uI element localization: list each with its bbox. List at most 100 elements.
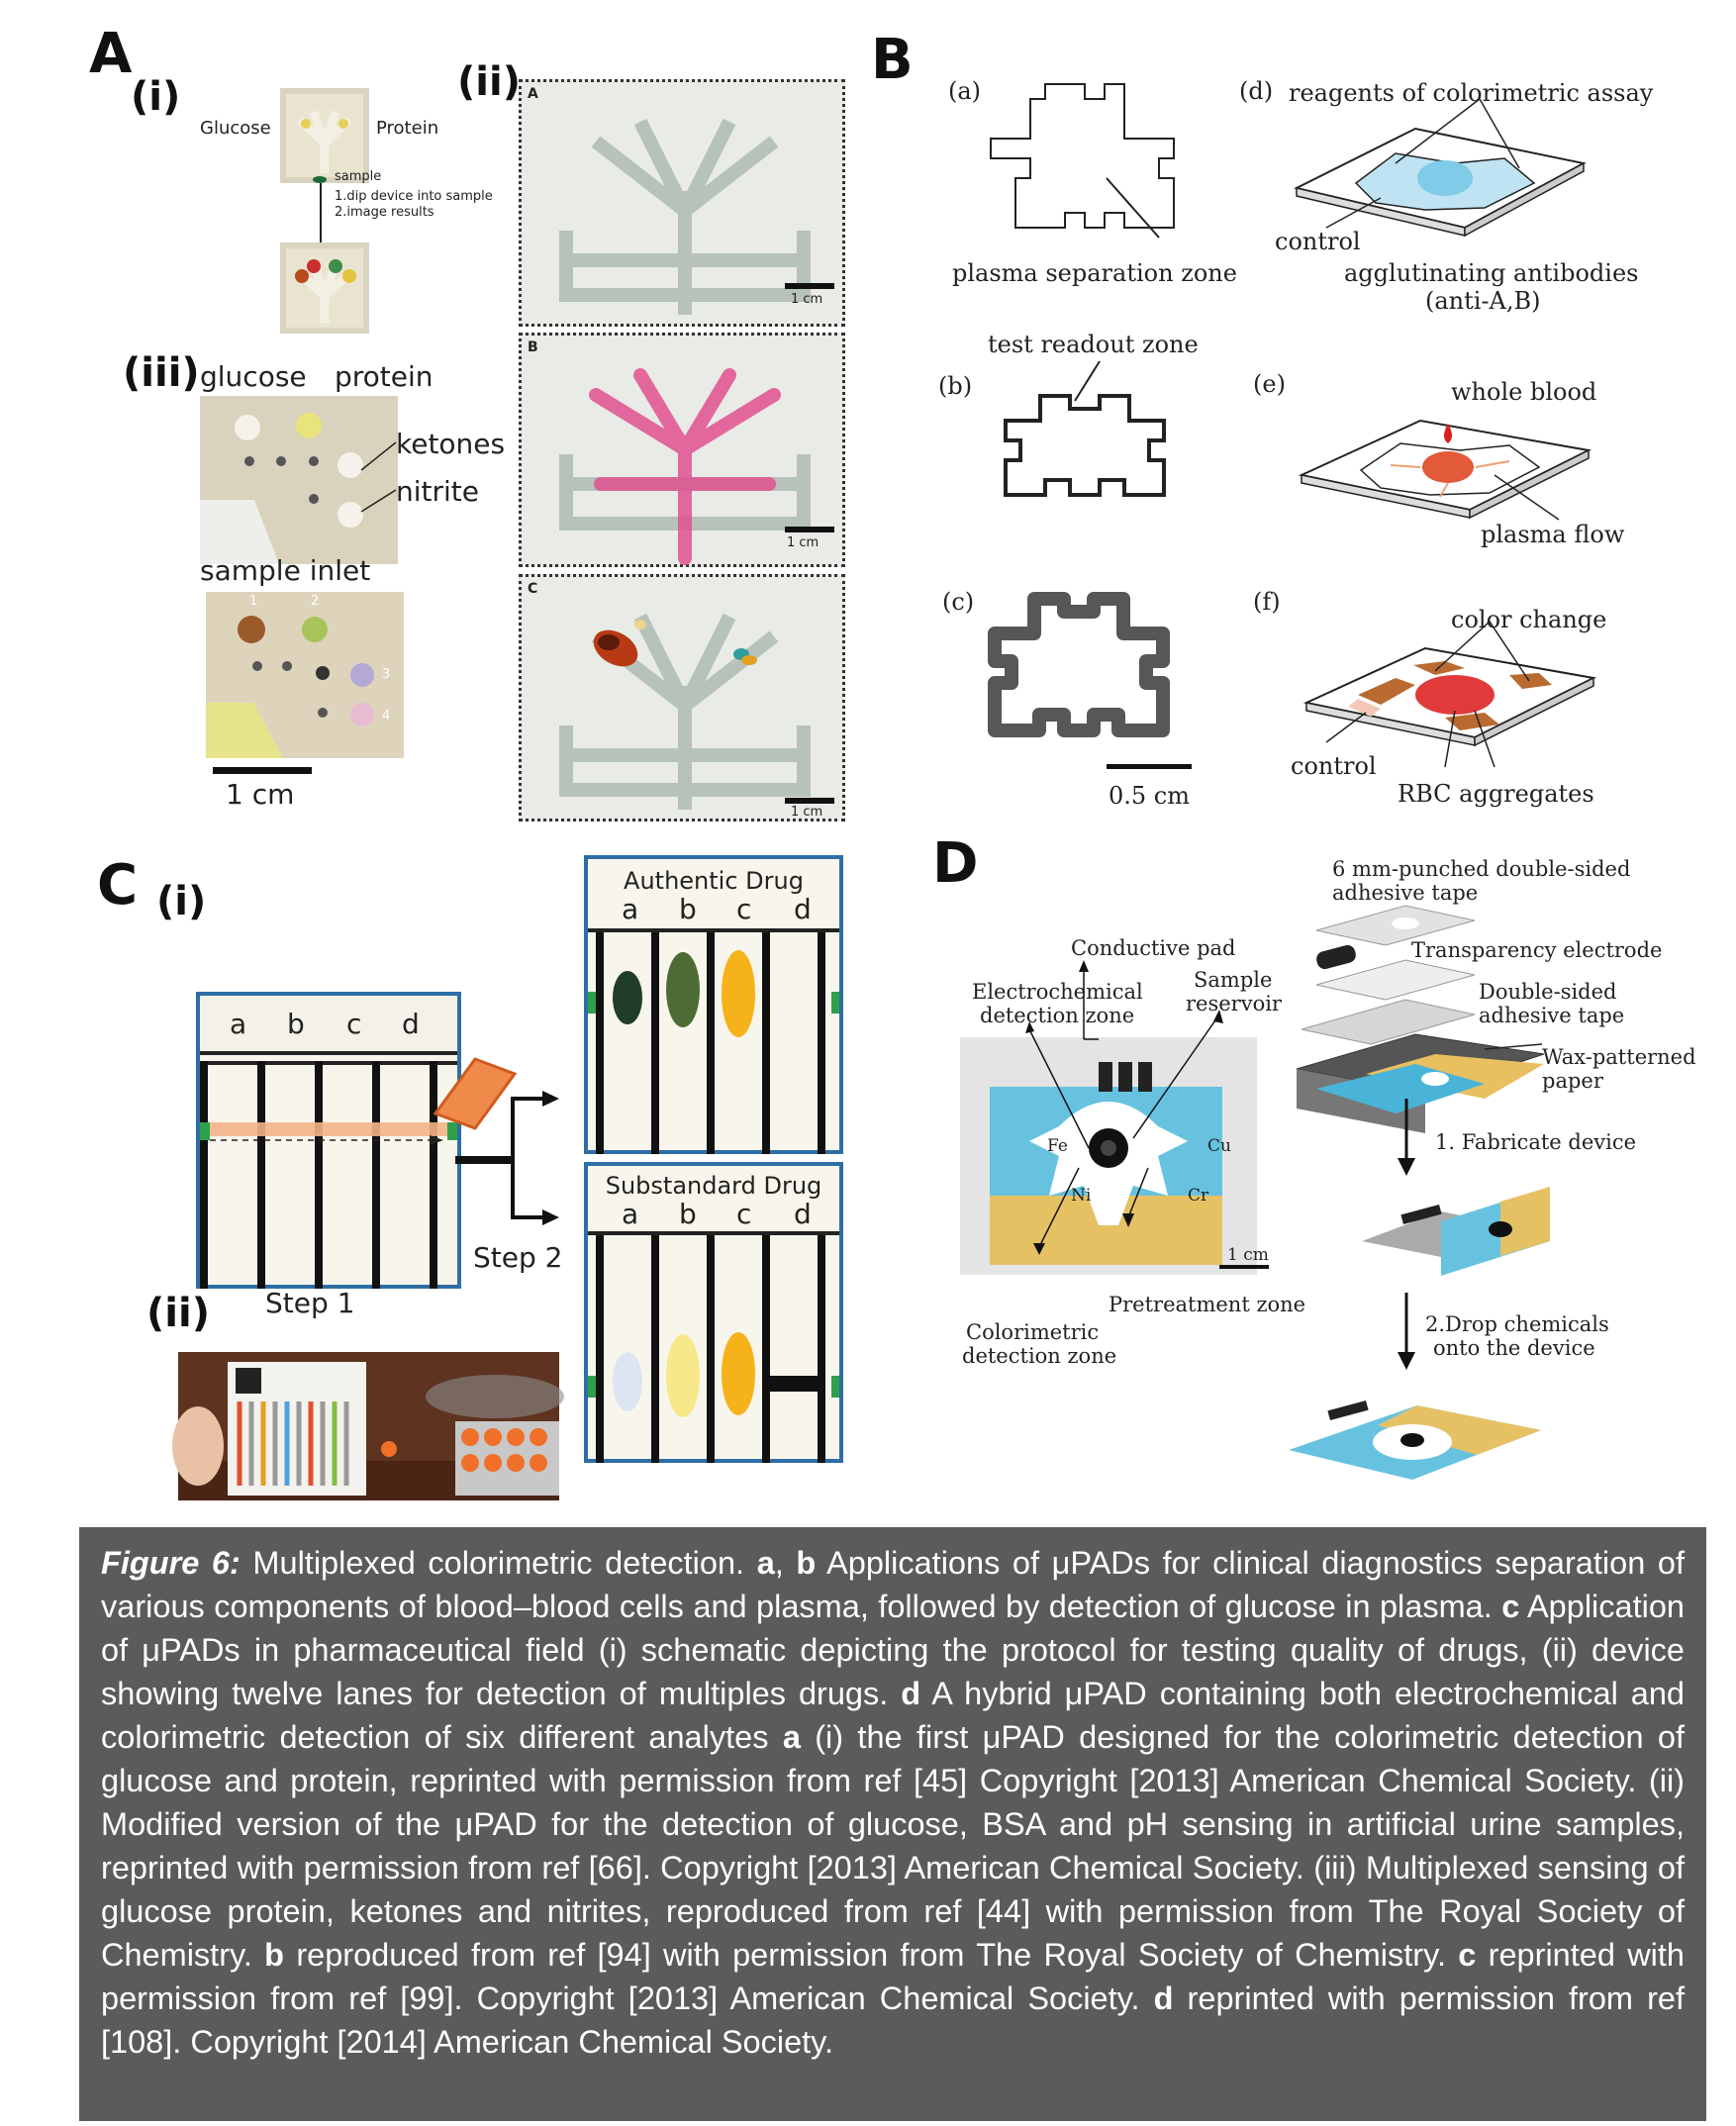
channel-pattern-b xyxy=(559,368,811,565)
fabricate-label: 1. Fabricate device xyxy=(1435,1130,1637,1154)
d-scale-bar xyxy=(1219,1265,1269,1269)
b-e-label: (e) xyxy=(1253,370,1286,398)
b-a-label: (a) xyxy=(948,77,982,105)
caption-comma: , xyxy=(774,1545,797,1581)
scale-label-b: 1 cm xyxy=(787,535,820,550)
device-before-pattern xyxy=(296,110,353,173)
panel-b-letter: B xyxy=(871,28,914,92)
step1-label: Step 1 xyxy=(265,1287,355,1319)
scale-label-b: 0.5 cm xyxy=(1109,782,1190,810)
panel-a-ii-c: C 1 cm xyxy=(519,574,845,821)
substandard-lane-c: c xyxy=(736,1198,752,1230)
b-d-device-diagram xyxy=(1294,98,1587,238)
punched-tape-label-2: adhesive tape xyxy=(1332,881,1479,905)
colorimetric-zone-label: Colorimetric xyxy=(966,1320,1100,1344)
drop-chemicals-label: 2.Drop chemicals xyxy=(1425,1312,1609,1336)
glucose-label: Glucose xyxy=(200,118,271,139)
b-f-label: (f) xyxy=(1253,588,1281,616)
d-scale-label: 1 cm xyxy=(1227,1245,1269,1265)
spot-1-label: 1 xyxy=(249,594,258,609)
channel-pattern-c xyxy=(559,613,811,810)
photo-iii-after: 1 2 3 4 xyxy=(206,592,404,758)
b-e-device-diagram xyxy=(1298,419,1592,521)
fe-label: Fe xyxy=(1047,1136,1068,1156)
d-device-photo: Fe Cu Ni Cr 1 cm xyxy=(960,1037,1269,1275)
step1-lane-a: a xyxy=(230,1008,247,1040)
caption-ref-b: b xyxy=(796,1545,817,1581)
b-f-device-diagram xyxy=(1302,621,1597,768)
step2-label: Step 2 xyxy=(473,1241,563,1274)
caption-ref-a2: a xyxy=(782,1719,801,1755)
caption-ref-c: c xyxy=(1501,1589,1520,1624)
step1-card: a b c d xyxy=(196,992,461,1289)
sample-reservoir-label-2: reservoir xyxy=(1186,992,1282,1015)
scale-label-a: 1 cm xyxy=(791,292,823,307)
caption-text-7: reprinted with permission from ref [99].… xyxy=(101,1937,1685,2016)
b-c-label: (c) xyxy=(942,588,975,616)
step1-lanes xyxy=(200,1061,457,1289)
step1-lane-b: b xyxy=(287,1008,305,1040)
scale-label-iii: 1 cm xyxy=(226,778,295,811)
panel-a-ii-tag: (ii) xyxy=(457,59,521,105)
device-after xyxy=(280,242,369,334)
step2-label: 2.image results xyxy=(335,205,434,220)
electrochemical-label-2: detection zone xyxy=(980,1004,1135,1027)
b-b-cross-outline xyxy=(1004,360,1166,497)
plasma-separation-label: plasma separation zone xyxy=(952,259,1237,287)
sample-dot xyxy=(313,176,327,183)
step1-header-rule xyxy=(200,1061,457,1065)
c-ii-photo xyxy=(172,1352,564,1500)
authentic-drug-title: Authentic Drug xyxy=(624,867,804,895)
figure-caption: Figure 6: Multiplexed colorimetric detec… xyxy=(101,1541,1685,2064)
b-c-photo-cross xyxy=(988,592,1170,737)
c-ii-photo-content xyxy=(172,1352,564,1500)
panel-c-ii-tag: (ii) xyxy=(146,1291,210,1336)
authentic-lane-d: d xyxy=(794,893,812,925)
photo-iii-after-spots xyxy=(206,616,374,758)
double-sided-label-2: adhesive tape xyxy=(1479,1004,1625,1027)
iii-glucose-label: glucose xyxy=(200,360,307,393)
panel-a-i-figure: Glucose Protein sample 1.dip device into… xyxy=(148,84,493,334)
substandard-rule xyxy=(588,1231,839,1235)
d-device-photo-content xyxy=(960,1037,1257,1275)
caption-ref-d: d xyxy=(901,1676,921,1711)
panel-a-iii-tag: (iii) xyxy=(123,350,200,396)
wax-patterned-label: Wax-patterned xyxy=(1542,1045,1696,1069)
scale-bar-iii xyxy=(213,767,312,774)
scale-bar-a xyxy=(785,283,834,289)
step1-lane-d: d xyxy=(402,1008,420,1040)
cr-label: Cr xyxy=(1188,1186,1209,1206)
panel-a-ii-b: B 1 cm xyxy=(519,333,845,567)
scale-bar-c xyxy=(785,798,834,804)
authentic-lane-c: c xyxy=(736,893,752,925)
spot-4-label: 4 xyxy=(382,709,391,724)
plasma-flow-label: plasma flow xyxy=(1481,521,1625,548)
double-sided-label: Double-sided xyxy=(1479,980,1617,1004)
authentic-drug-card: Authentic Drug a b c d xyxy=(584,855,843,1154)
caption-text-2: Applications of μPADs for clinical diagn… xyxy=(101,1545,1685,1624)
substandard-drug-card: Substandard Drug a b c d xyxy=(584,1162,843,1463)
panel-a-ii-a-label: A xyxy=(528,86,538,102)
caption-text-6: reproduced from ref [94] with permission… xyxy=(284,1937,1459,1973)
panel-a-ii-c-label: C xyxy=(528,581,538,597)
spot-3-label: 3 xyxy=(382,667,391,682)
panel-a-i-tag: (i) xyxy=(131,74,181,120)
substandard-lane-b: b xyxy=(679,1198,697,1230)
figure-caption-box: Figure 6: Multiplexed colorimetric detec… xyxy=(79,1527,1706,2121)
sample-label: sample xyxy=(335,169,382,184)
ketones-label: ketones xyxy=(396,428,506,460)
panel-a-ii-a: A 1 cm xyxy=(519,79,845,327)
punched-tape-label: 6 mm-punched double-sided xyxy=(1332,857,1631,881)
protein-label: Protein xyxy=(376,118,439,139)
substandard-lanes xyxy=(588,1235,839,1463)
tablet-and-arrows xyxy=(433,1057,559,1225)
iii-protein-label: protein xyxy=(335,360,434,393)
sample-reservoir-label: Sample xyxy=(1194,968,1273,992)
caption-text-4: A hybrid μPAD containing both electroche… xyxy=(101,1676,1686,1755)
authentic-lanes xyxy=(588,932,839,1154)
panel-d-letter: D xyxy=(932,831,979,896)
scale-label-c: 1 cm xyxy=(791,805,823,820)
conductive-pad-label: Conductive pad xyxy=(1071,936,1236,960)
device-after-pattern xyxy=(295,259,356,324)
panel-c-letter: C xyxy=(97,853,139,918)
